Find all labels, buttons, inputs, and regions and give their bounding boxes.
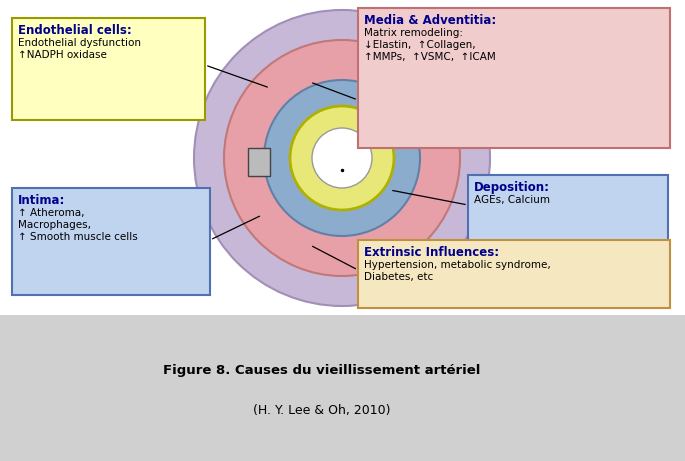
FancyBboxPatch shape	[12, 18, 205, 120]
Bar	[0, 315, 685, 461]
Text: AGEs, Calcium: AGEs, Calcium	[474, 195, 550, 206]
Text: Endothelial cells:: Endothelial cells:	[18, 24, 132, 37]
FancyBboxPatch shape	[468, 175, 668, 242]
Text: ↓Elastin,  ↑Collagen,: ↓Elastin, ↑Collagen,	[364, 41, 475, 50]
Text: Extrinsic Influences:: Extrinsic Influences:	[364, 246, 499, 259]
Text: Hypertension, metabolic syndrome,: Hypertension, metabolic syndrome,	[364, 260, 551, 271]
Text: ↑ Atheroma,: ↑ Atheroma,	[18, 208, 84, 219]
Bar	[248, 148, 270, 176]
Text: Intima:: Intima:	[18, 194, 65, 207]
FancyBboxPatch shape	[358, 240, 670, 308]
Text: ↑MMPs,  ↑VSMC,  ↑ICAM: ↑MMPs, ↑VSMC, ↑ICAM	[364, 53, 496, 62]
Text: Figure 8. Causes du vieillissement artériel: Figure 8. Causes du vieillissement artér…	[163, 364, 481, 377]
Text: (H. Y. Lee & Oh, 2010): (H. Y. Lee & Oh, 2010)	[253, 404, 390, 417]
Text: Deposition:: Deposition:	[474, 181, 550, 194]
Text: ↑ Smooth muscle cells: ↑ Smooth muscle cells	[18, 232, 138, 242]
Circle shape	[264, 80, 420, 236]
Text: Diabetes, etc: Diabetes, etc	[364, 272, 433, 283]
Circle shape	[194, 10, 490, 306]
Text: Media & Adventitia:: Media & Adventitia:	[364, 14, 496, 27]
FancyBboxPatch shape	[358, 8, 670, 148]
FancyBboxPatch shape	[12, 188, 210, 295]
Circle shape	[312, 128, 372, 188]
Text: ↑NADPH oxidase: ↑NADPH oxidase	[18, 50, 107, 60]
Text: Macrophages,: Macrophages,	[18, 220, 91, 230]
Circle shape	[290, 106, 394, 210]
Circle shape	[224, 40, 460, 276]
Text: Endothelial dysfunction: Endothelial dysfunction	[18, 38, 141, 48]
Text: Matrix remodeling:: Matrix remodeling:	[364, 29, 463, 38]
